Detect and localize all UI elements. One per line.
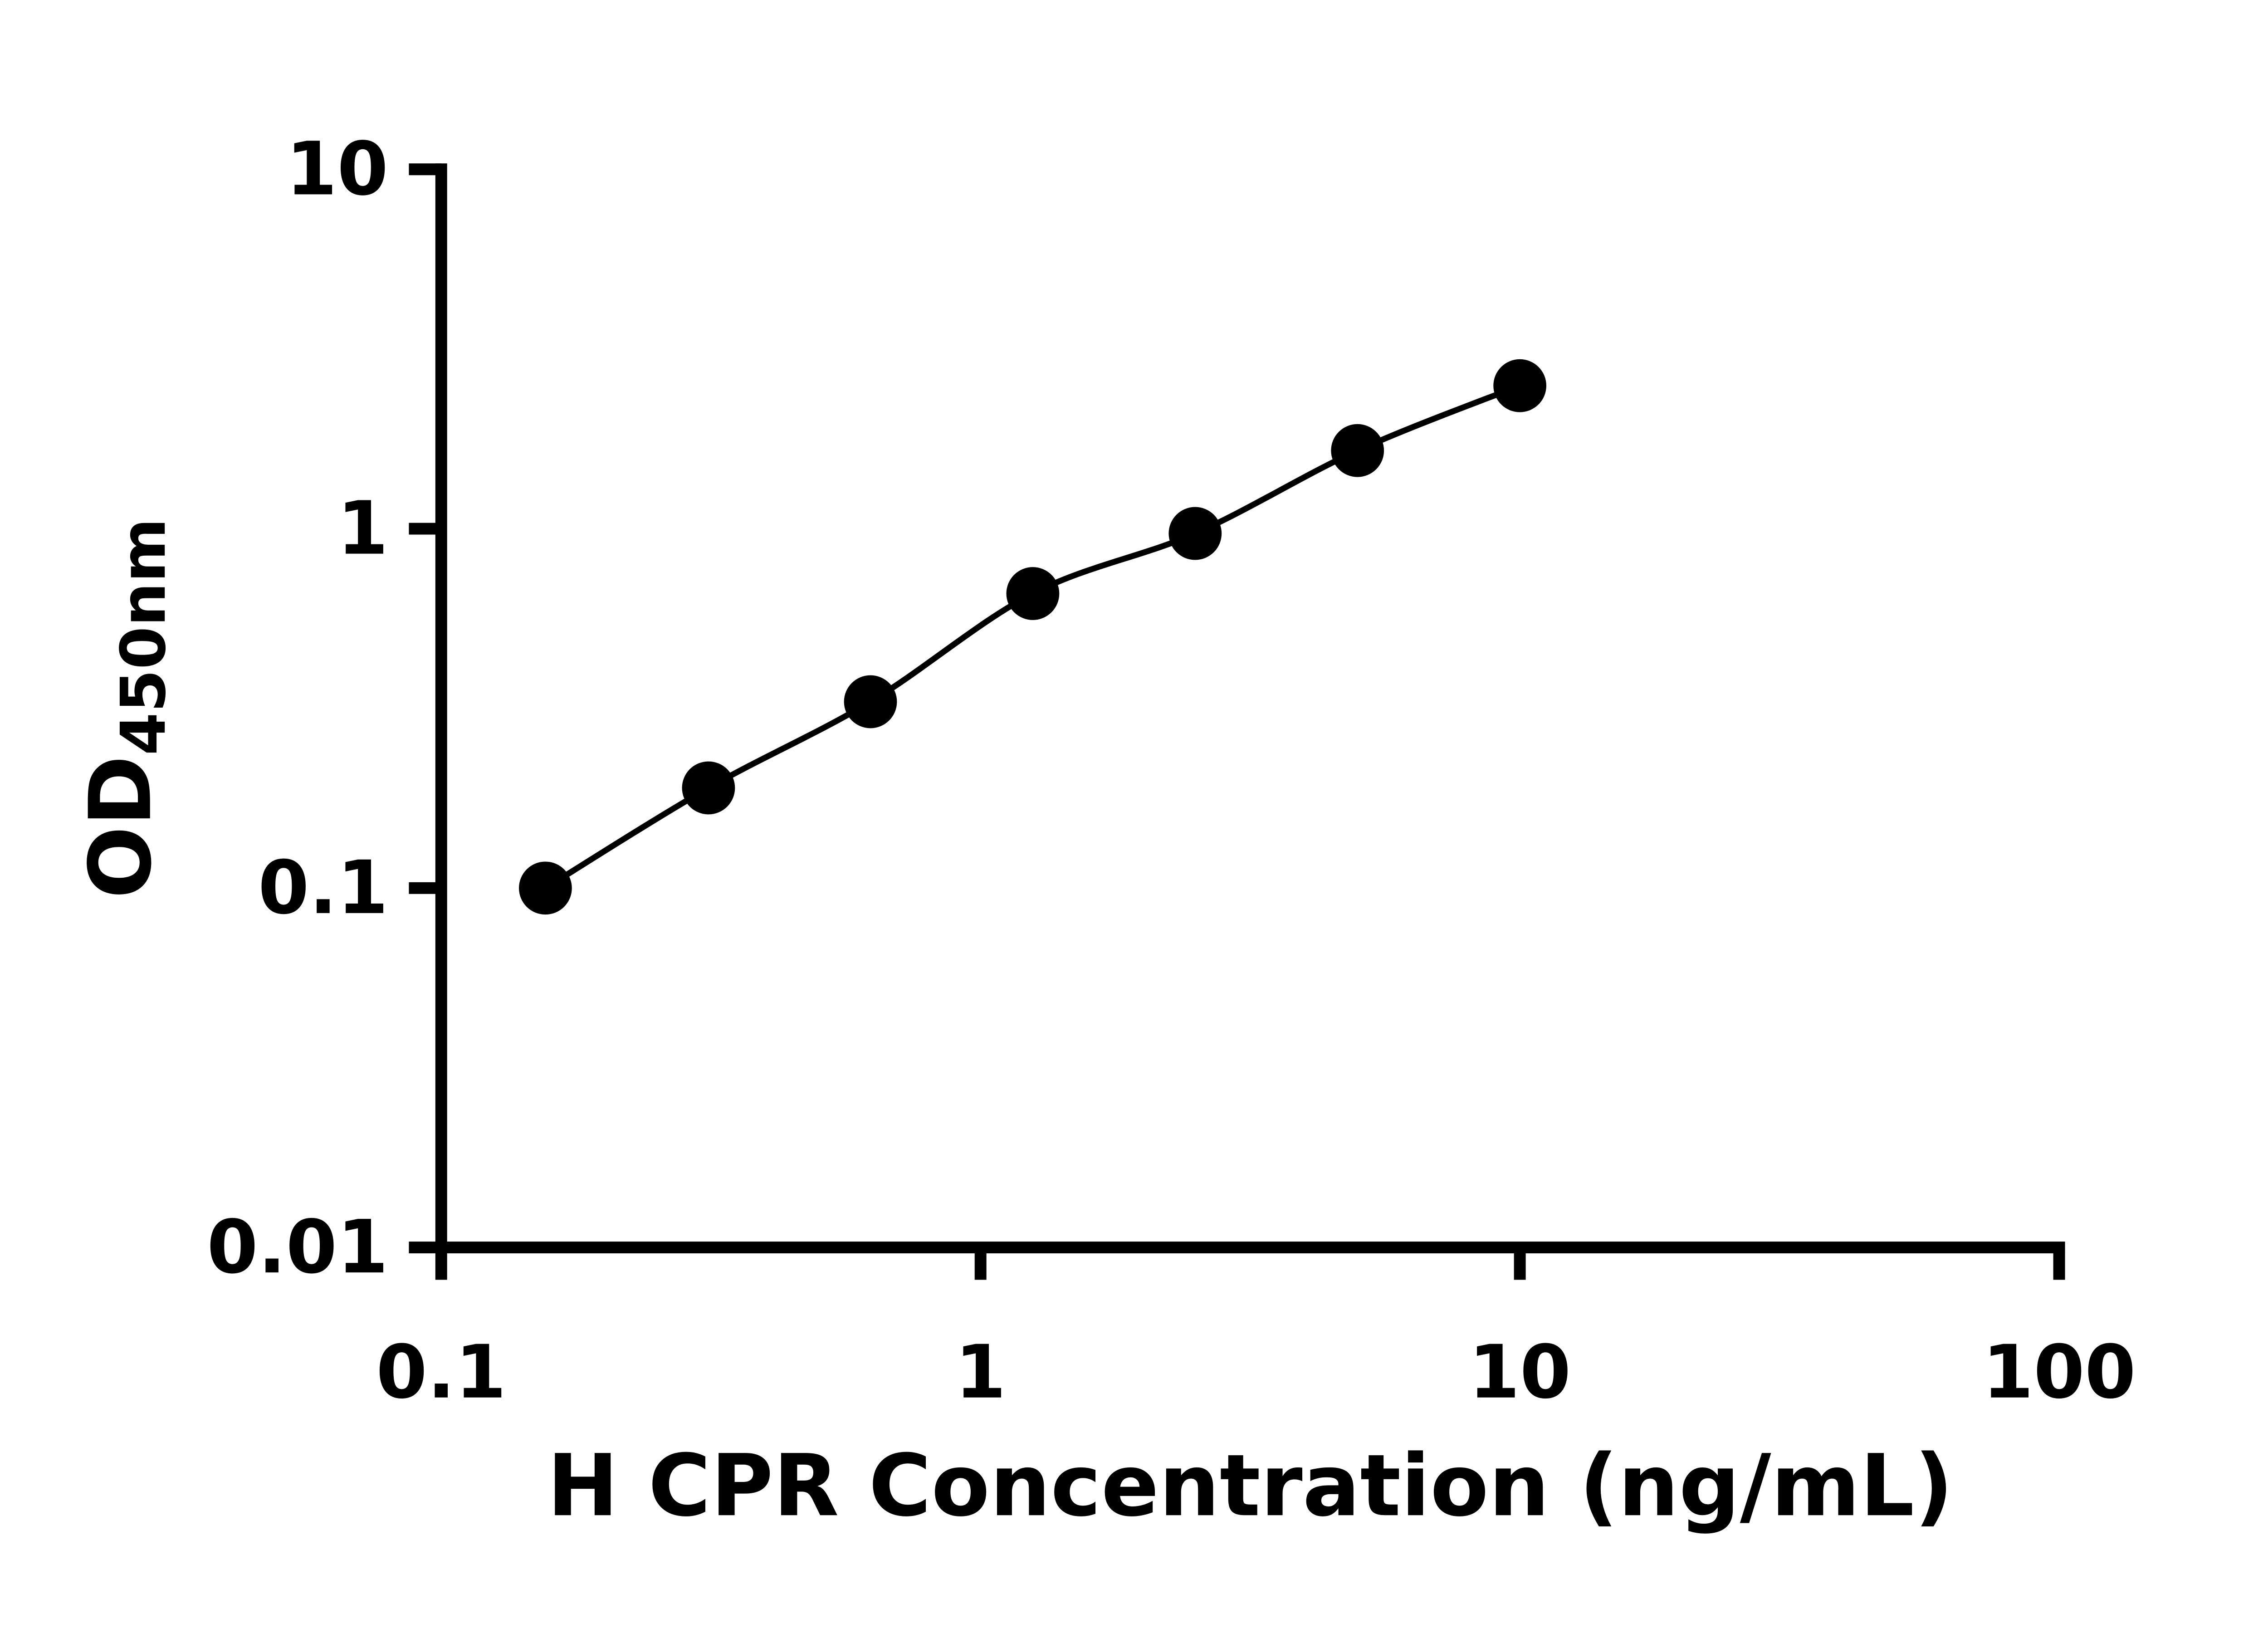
x-tick-label: 100 xyxy=(1982,1330,2136,1415)
x-tick-label: 1 xyxy=(955,1330,1006,1415)
y-tick-label: 0.1 xyxy=(258,846,388,931)
chart-background xyxy=(0,22,2268,1611)
y-axis-title-main: OD xyxy=(71,755,171,899)
data-point xyxy=(1493,359,1546,412)
y-tick-label: 0.01 xyxy=(207,1205,388,1290)
y-tick-label: 1 xyxy=(337,486,388,572)
y-tick-label: 10 xyxy=(286,127,388,212)
y-axis-title-sub: 450nm xyxy=(108,518,180,755)
data-point xyxy=(1006,567,1060,620)
data-point xyxy=(519,861,572,915)
data-point xyxy=(1168,507,1222,560)
x-tick-label: 0.1 xyxy=(376,1330,506,1415)
data-point xyxy=(1331,424,1384,477)
y-axis-title-group: OD450nm xyxy=(71,518,180,899)
data-point xyxy=(682,761,735,815)
x-axis-title: H CPR Concentration (ng/mL) xyxy=(547,1436,1953,1535)
data-point xyxy=(844,675,897,728)
y-axis-title: OD450nm xyxy=(71,518,180,899)
x-tick-label: 10 xyxy=(1469,1330,1571,1415)
